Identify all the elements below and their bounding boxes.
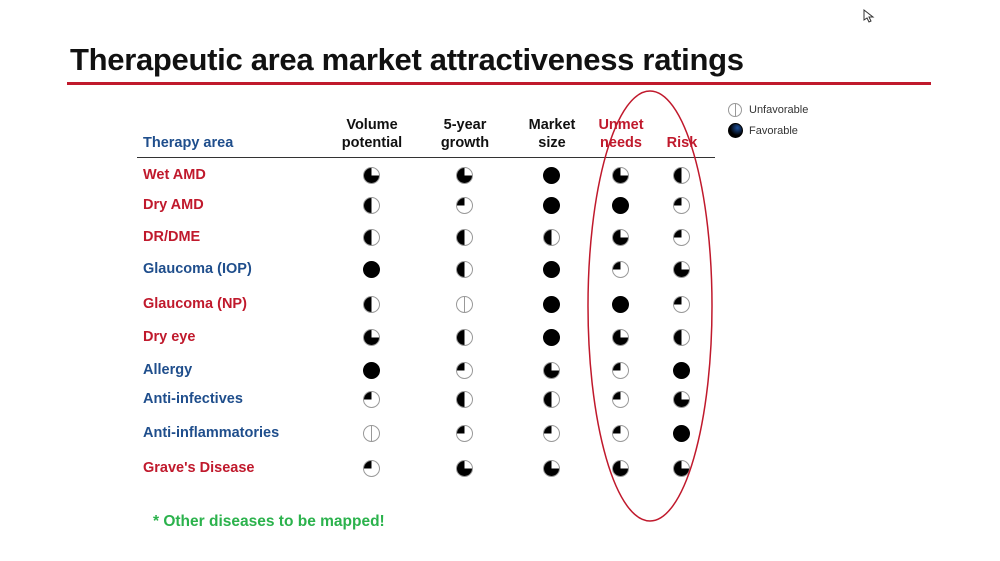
harvey-ball-icon xyxy=(456,229,473,246)
therapy-area-label: Wet AMD xyxy=(143,167,206,183)
harvey-ball-icon xyxy=(612,391,629,408)
harvey-ball-icon xyxy=(612,261,629,278)
harvey-ball-icon xyxy=(673,391,690,408)
column-header-line1: Market xyxy=(528,117,576,133)
harvey-ball-icon xyxy=(543,261,560,278)
harvey-ball-icon xyxy=(543,391,560,408)
column-header-line1: 5-year xyxy=(443,117,487,133)
harvey-ball-icon xyxy=(456,329,473,346)
harvey-ball-icon xyxy=(363,167,380,184)
harvey-ball-icon xyxy=(363,261,380,278)
column-header-line1: Unmet xyxy=(598,117,644,133)
footnote: * Other diseases to be mapped! xyxy=(153,513,385,530)
harvey-ball-icon xyxy=(456,460,473,477)
therapy-area-label: DR/DME xyxy=(143,229,201,245)
harvey-ball-icon xyxy=(612,197,629,214)
harvey-ball-icon xyxy=(612,229,629,246)
harvey-ball-icon xyxy=(612,362,629,379)
column-header: Risk xyxy=(632,134,732,152)
column-header-line2: potential xyxy=(341,135,403,151)
legend-favorable: Favorable xyxy=(749,125,798,137)
harvey-ball-icon xyxy=(456,167,473,184)
harvey-ball-icon xyxy=(612,296,629,313)
title-underline xyxy=(67,82,931,85)
therapy-area-label: Anti-infectives xyxy=(143,391,243,407)
harvey-ball-icon xyxy=(673,229,690,246)
harvey-ball-icon xyxy=(543,329,560,346)
column-header: Market size xyxy=(502,116,602,152)
column-header: Volume potential xyxy=(322,116,422,152)
harvey-ball-icon xyxy=(673,167,690,184)
harvey-ball-icon xyxy=(456,362,473,379)
harvey-ball-icon xyxy=(673,460,690,477)
harvey-ball-icon xyxy=(543,296,560,313)
harvey-ball-icon xyxy=(673,261,690,278)
mouse-cursor-icon xyxy=(863,8,875,23)
harvey-ball-icon xyxy=(543,167,560,184)
column-header-line1: Risk xyxy=(666,135,698,151)
harvey-ball-icon xyxy=(673,296,690,313)
harvey-ball-icon xyxy=(363,329,380,346)
therapy-area-label: Dry eye xyxy=(143,329,196,345)
harvey-ball-icon xyxy=(673,425,690,442)
highlight-ellipse xyxy=(587,90,713,522)
harvey-ball-icon xyxy=(363,425,380,442)
harvey-ball-icon xyxy=(673,329,690,346)
harvey-ball-icon xyxy=(612,425,629,442)
column-header-line2: growth xyxy=(440,135,490,151)
harvey-ball-icon xyxy=(543,425,560,442)
harvey-ball-icon xyxy=(612,329,629,346)
harvey-ball-icon xyxy=(363,229,380,246)
harvey-ball-icon xyxy=(363,296,380,313)
harvey-ball-icon xyxy=(363,197,380,214)
header-therapy-area: Therapy area xyxy=(143,135,234,151)
therapy-area-label: Dry AMD xyxy=(143,197,204,213)
harvey-ball-empty-icon xyxy=(728,103,742,117)
harvey-ball-icon xyxy=(363,391,380,408)
harvey-ball-icon xyxy=(456,391,473,408)
therapy-area-label: Allergy xyxy=(143,362,193,378)
slide-title: Therapeutic area market attractiveness r… xyxy=(70,42,744,77)
therapy-area-label: Anti-inflammatories xyxy=(143,425,280,441)
harvey-ball-icon xyxy=(456,197,473,214)
column-header: 5-year growth xyxy=(415,116,515,152)
harvey-ball-icon xyxy=(673,197,690,214)
harvey-ball-full-icon xyxy=(728,123,743,138)
therapy-area-label: Glaucoma (NP) xyxy=(143,296,247,312)
harvey-ball-icon xyxy=(543,229,560,246)
legend-unfavorable: Unfavorable xyxy=(749,104,809,116)
harvey-ball-icon xyxy=(543,362,560,379)
column-header-line2: size xyxy=(538,135,566,151)
column-header-line1: Volume xyxy=(346,117,398,133)
therapy-area-label: Glaucoma (IOP) xyxy=(143,261,252,277)
harvey-ball-icon xyxy=(612,460,629,477)
therapy-area-label: Grave's Disease xyxy=(143,460,255,476)
harvey-ball-icon xyxy=(456,425,473,442)
header-divider xyxy=(137,157,715,158)
harvey-ball-icon xyxy=(363,362,380,379)
harvey-ball-icon xyxy=(363,460,380,477)
harvey-ball-icon xyxy=(612,167,629,184)
harvey-ball-icon xyxy=(673,362,690,379)
harvey-ball-icon xyxy=(543,460,560,477)
harvey-ball-icon xyxy=(456,296,473,313)
harvey-ball-icon xyxy=(456,261,473,278)
harvey-ball-icon xyxy=(543,197,560,214)
